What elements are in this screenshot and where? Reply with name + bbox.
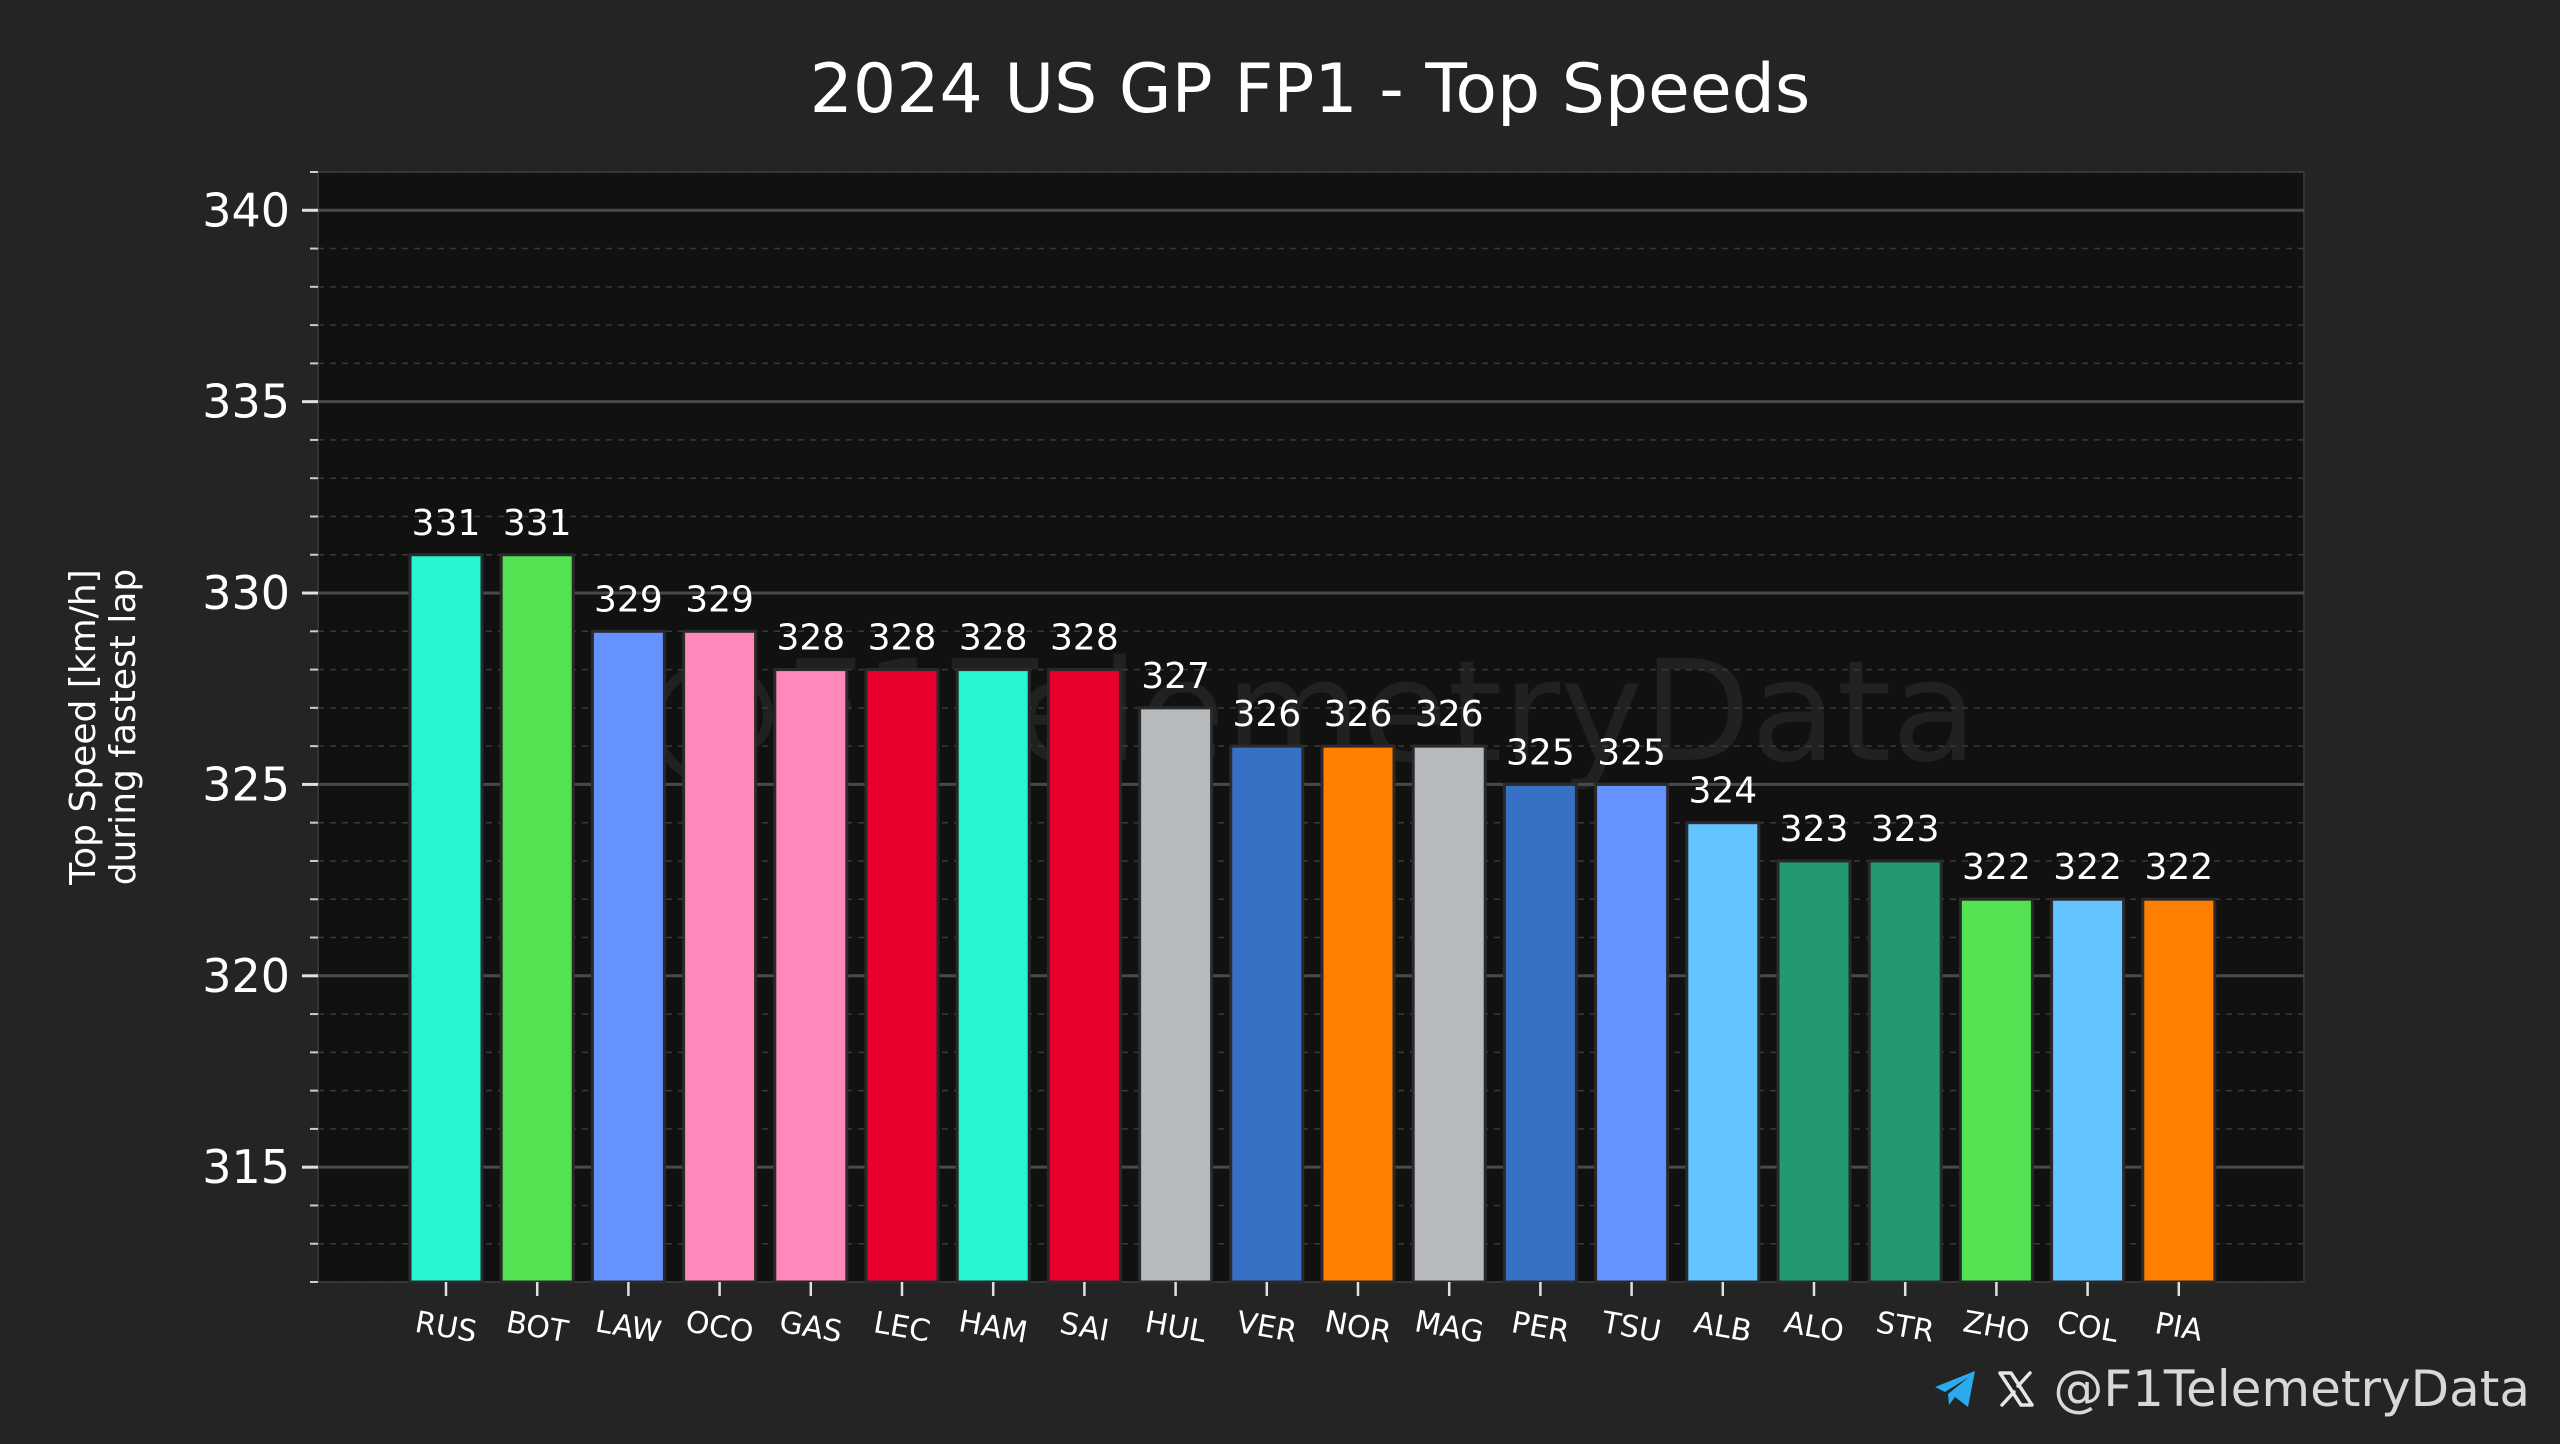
x-tick-label: HAM	[956, 1304, 1030, 1350]
bar-value-label: 328	[776, 618, 845, 659]
bar-value-label: 327	[1141, 656, 1210, 697]
bar-value-label: 322	[2053, 847, 2122, 888]
bar-value-label: 323	[1780, 809, 1849, 850]
y-tick-label: 315	[202, 1140, 290, 1194]
bar-value-label: 325	[1506, 732, 1575, 773]
y-tick-label: 335	[202, 375, 290, 429]
bar-hul	[1140, 708, 1212, 1282]
x-tick-label: VER	[1234, 1305, 1299, 1350]
x-tick-label: BOT	[504, 1305, 572, 1350]
x-tick-label: COL	[2054, 1305, 2121, 1350]
bar-value-label: 328	[868, 618, 937, 659]
x-tick-label: NOR	[1322, 1304, 1394, 1350]
x-tick-label: STR	[1873, 1305, 1936, 1350]
bar-value-label: 322	[1962, 847, 2031, 888]
bar-value-label: 328	[959, 618, 1028, 659]
bar-value-label: 326	[1232, 694, 1301, 735]
bar-gas	[775, 670, 847, 1282]
bar-col	[2052, 899, 2124, 1282]
x-tick-label: HUL	[1142, 1305, 1209, 1350]
x-tick-label: GAS	[777, 1305, 845, 1350]
bar-value-label: 328	[1050, 618, 1119, 659]
y-tick-label: 325	[202, 757, 290, 811]
bar-value-label: 326	[1324, 694, 1393, 735]
y-axis-label-line2: during fastest lap	[103, 569, 144, 886]
x-logo-icon	[1997, 1370, 2035, 1408]
y-tick-label: 320	[202, 949, 290, 1003]
y-axis: 315 320 325 330 335 340	[202, 172, 318, 1282]
bar-alb	[1687, 823, 1759, 1282]
chart-title: 2024 US GP FP1 - Top Speeds	[810, 50, 1811, 129]
x-tick-label: RUS	[412, 1305, 479, 1350]
bar-oco	[684, 631, 756, 1282]
bar-value-label: 331	[412, 503, 481, 544]
bar-alo	[1778, 861, 1850, 1282]
bar-per	[1504, 784, 1576, 1282]
bar-sai	[1048, 670, 1120, 1282]
x-tick-label: ALO	[1781, 1305, 1846, 1350]
footer-social: @F1TelemetryData	[1933, 1360, 2530, 1418]
bar-ham	[957, 670, 1029, 1282]
bar-ver	[1231, 746, 1303, 1282]
bar-pia	[2143, 899, 2215, 1282]
bar-value-label: 331	[503, 503, 572, 544]
x-tick-label: MAG	[1412, 1304, 1486, 1350]
x-tick-label: PER	[1509, 1305, 1572, 1350]
x-axis: RUS BOT LAW OCO GAS LEC HAM SAI HUL VER NOR MAG PER T…	[412, 1282, 2205, 1351]
bar-value-label: 329	[685, 579, 754, 620]
telegram-icon	[1933, 1369, 1979, 1409]
bar-zho	[1960, 899, 2032, 1282]
bar-law	[592, 631, 664, 1282]
footer-handle: @F1TelemetryData	[2053, 1360, 2530, 1418]
y-axis-label-line1: Top Speed [km/h]	[63, 569, 104, 885]
y-tick-label: 330	[202, 566, 290, 620]
bar-value-label: 326	[1415, 694, 1484, 735]
bar-value-label: 324	[1688, 771, 1757, 812]
x-tick-label: ZHO	[1960, 1304, 2032, 1350]
bar-value-label: 329	[594, 579, 663, 620]
x-tick-label: TSU	[1598, 1305, 1663, 1350]
bar-rus	[410, 555, 482, 1282]
bar-lec	[866, 670, 938, 1282]
y-tick-label: 340	[202, 183, 290, 237]
x-tick-label: ALB	[1691, 1305, 1754, 1350]
bar-tsu	[1596, 784, 1668, 1282]
x-tick-label: OCO	[683, 1304, 756, 1350]
bar-value-label: 323	[1871, 809, 1940, 850]
bar-value-label: 325	[1597, 732, 1666, 773]
bar-mag	[1413, 746, 1485, 1282]
x-tick-label: LEC	[871, 1305, 933, 1349]
bar-bot	[501, 555, 573, 1282]
bar-nor	[1322, 746, 1394, 1282]
bar-str	[1869, 861, 1941, 1282]
bar-value-label: 322	[2144, 847, 2213, 888]
x-tick-label: SAI	[1057, 1306, 1111, 1349]
x-tick-label: PIA	[2152, 1306, 2205, 1349]
x-tick-label: LAW	[593, 1305, 664, 1351]
